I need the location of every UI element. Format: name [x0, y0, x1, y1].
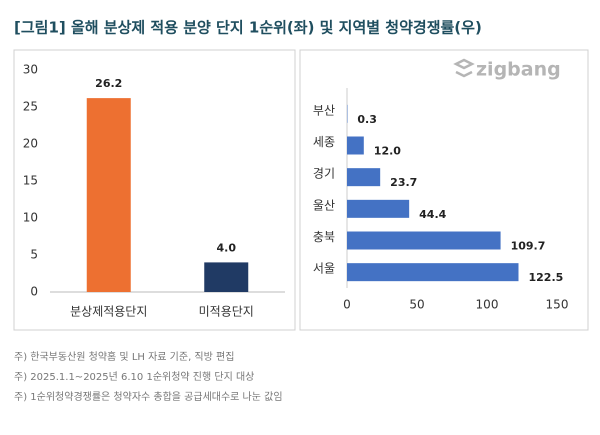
value-label: 12.0: [374, 145, 401, 158]
x-tick-label: 100: [476, 298, 499, 312]
y-tick-label: 25: [23, 100, 38, 114]
y-tick-label: 울산: [313, 198, 335, 212]
bar: [347, 199, 410, 218]
footnote: 주) 1순위청약경쟁률은 청약자수 총합을 공급세대수로 나눈 값임: [14, 390, 283, 403]
value-label: 122.5: [529, 271, 564, 284]
y-tick-label: 0: [30, 285, 38, 299]
x-tick-label: 분상제적용단지: [70, 305, 147, 319]
value-label: 44.4: [419, 208, 446, 221]
y-tick-label: 15: [23, 174, 38, 188]
bar: [347, 136, 364, 155]
y-tick-label: 세종: [313, 135, 335, 149]
logo: zigbang: [476, 59, 561, 81]
footnote: 주) 한국부동산원 청약홈 및 LH 자료 기준, 직방 편집: [14, 350, 234, 363]
logo-icon: [453, 58, 475, 78]
y-tick-label: 20: [23, 137, 38, 151]
bar: [347, 231, 501, 250]
y-tick-label: 30: [23, 63, 38, 77]
value-label: 109.7: [511, 240, 546, 253]
right-panel: [299, 49, 589, 331]
bar: [347, 168, 381, 187]
y-tick-label: 5: [30, 248, 38, 262]
y-tick-label: 서울: [313, 262, 335, 276]
bar: [347, 263, 519, 282]
bar: [204, 262, 249, 292]
x-tick-label: 0: [343, 298, 351, 312]
x-tick-label: 50: [409, 298, 424, 312]
footnote: 주) 2025.1.1~2025년 6.10 1순위청약 진행 단지 대상: [14, 370, 254, 383]
y-tick-label: 경기: [313, 167, 335, 181]
y-tick-label: 충북: [313, 230, 335, 244]
x-tick-label: 150: [546, 298, 569, 312]
x-tick-label: 미적용단지: [199, 305, 254, 319]
value-label: 26.2: [95, 77, 122, 90]
page-title: [그림1] 올해 분상제 적용 분양 단지 1순위(좌) 및 지역별 청약경쟁률…: [14, 19, 482, 37]
value-label: 0.3: [357, 113, 377, 126]
value-label: 4.0: [217, 241, 237, 254]
y-tick-label: 부산: [313, 103, 335, 117]
left-panel: [13, 49, 296, 331]
y-tick-label: 10: [23, 211, 38, 225]
bar: [86, 98, 131, 293]
value-label: 23.7: [390, 176, 417, 189]
